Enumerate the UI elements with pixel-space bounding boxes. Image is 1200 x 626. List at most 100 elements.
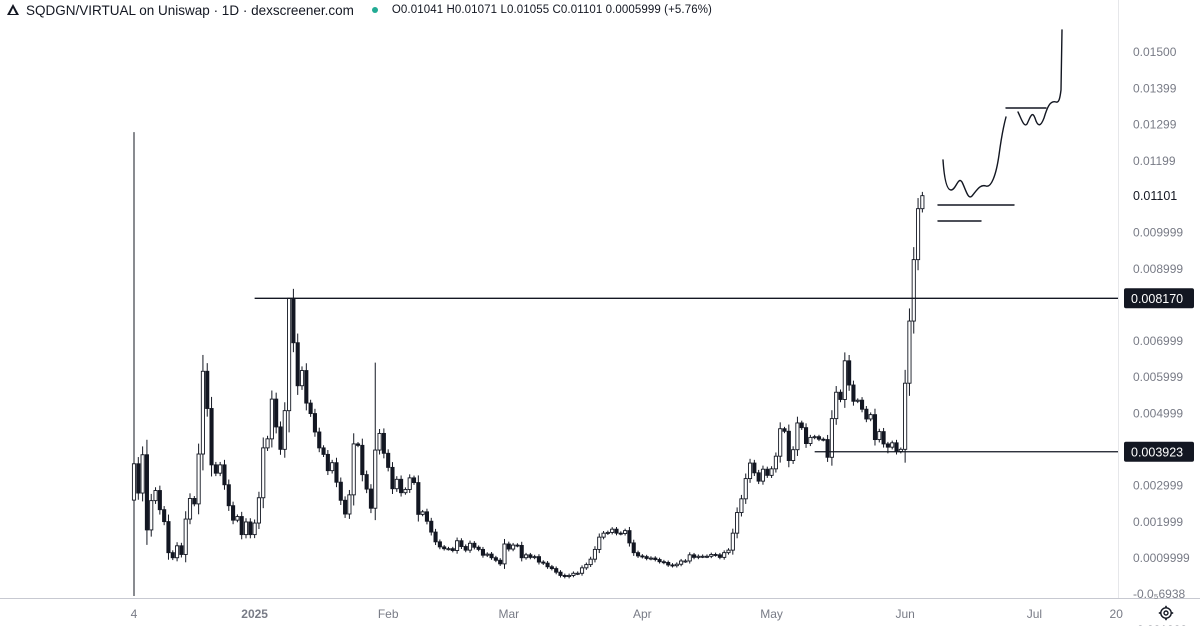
candle <box>299 366 305 390</box>
candle <box>196 443 201 515</box>
candle <box>717 552 722 560</box>
price-tick-label: 0.01399 <box>1133 81 1177 95</box>
candles <box>131 132 925 597</box>
candle <box>795 416 800 456</box>
candle <box>834 386 839 425</box>
candle <box>864 406 869 423</box>
candle <box>657 557 662 564</box>
chart-header: SQDGN/VIRTUAL on Uniswap · 1D · dexscree… <box>6 0 712 20</box>
candle <box>265 435 270 451</box>
candle <box>407 474 412 493</box>
candle <box>916 198 921 271</box>
price-tick-label: 0.004999 <box>1133 406 1183 420</box>
candle <box>519 541 524 562</box>
time-tick-label: Feb <box>378 607 399 621</box>
candle <box>911 247 916 334</box>
candle <box>523 552 529 560</box>
candle <box>851 380 856 406</box>
candle <box>390 462 395 494</box>
price-tick-label: 0.005999 <box>1133 370 1183 384</box>
candle <box>476 545 481 552</box>
candle <box>623 528 628 536</box>
candle <box>670 563 675 568</box>
candle <box>847 355 852 391</box>
candle <box>248 518 253 539</box>
candle <box>782 426 787 434</box>
candle <box>506 541 511 552</box>
time-tick-label: Mar <box>498 607 519 621</box>
candle <box>696 554 701 560</box>
candle <box>679 558 684 567</box>
candle <box>399 475 404 497</box>
candle <box>183 511 188 563</box>
candle <box>317 427 322 453</box>
candle <box>661 559 666 565</box>
candle <box>528 552 533 560</box>
projection-drawing <box>937 29 1063 222</box>
candle <box>394 476 399 492</box>
candle <box>368 484 373 514</box>
candle <box>467 540 473 553</box>
candle <box>575 571 580 576</box>
candle <box>903 369 908 463</box>
candle <box>666 560 671 567</box>
candle <box>829 410 834 466</box>
candle <box>381 428 386 459</box>
candle <box>872 408 878 446</box>
candle <box>597 533 602 554</box>
candle <box>498 558 503 566</box>
price-tick-label: 0.01199 <box>1133 154 1176 168</box>
candle <box>588 556 593 568</box>
candle <box>162 506 167 526</box>
chart-title: SQDGN/VIRTUAL on Uniswap · 1D · dexscree… <box>26 2 354 18</box>
candle <box>558 570 563 578</box>
candle <box>812 434 817 440</box>
candle <box>239 511 244 540</box>
candle <box>709 552 714 559</box>
candle <box>136 457 141 500</box>
candle <box>330 459 335 474</box>
settings-gear-icon[interactable] <box>1158 605 1174 621</box>
candle <box>644 554 649 561</box>
candle <box>175 542 180 562</box>
price-tick-label: -0.0₅6938 <box>1133 587 1186 601</box>
candle <box>424 508 429 525</box>
price-tick-label: 0.001999 <box>1133 515 1183 529</box>
candle <box>541 560 546 565</box>
candle <box>416 475 421 522</box>
time-tick-label: Jun <box>895 607 914 621</box>
candle <box>153 487 158 504</box>
candle <box>674 562 679 568</box>
price-level-tag <box>1124 288 1194 309</box>
candle <box>760 465 766 485</box>
candle <box>735 507 740 539</box>
candle <box>618 531 623 536</box>
candle <box>635 550 641 558</box>
candle <box>791 446 796 464</box>
candle <box>687 552 692 564</box>
candle <box>386 449 391 472</box>
candle <box>816 434 822 442</box>
candle <box>278 421 283 455</box>
candle <box>704 554 710 559</box>
candle <box>640 554 645 559</box>
candle <box>446 546 451 551</box>
candle <box>726 548 731 555</box>
candle <box>743 473 748 504</box>
candle <box>312 408 317 437</box>
candle <box>502 538 507 569</box>
candle <box>722 550 727 560</box>
candle <box>683 559 688 563</box>
candle <box>351 433 356 506</box>
time-tick-label: Jul <box>1027 607 1042 621</box>
candle <box>295 333 300 395</box>
price-level-tag-label: 0.003923 <box>1131 445 1183 459</box>
candle <box>403 487 408 495</box>
candle <box>411 475 417 485</box>
candle <box>821 437 826 442</box>
ohlc-readout: O0.01041 H0.01071 L0.01055 C0.01101 0.00… <box>391 4 712 16</box>
candle <box>545 561 550 569</box>
candle <box>480 546 485 558</box>
time-tick-label: May <box>760 607 783 621</box>
